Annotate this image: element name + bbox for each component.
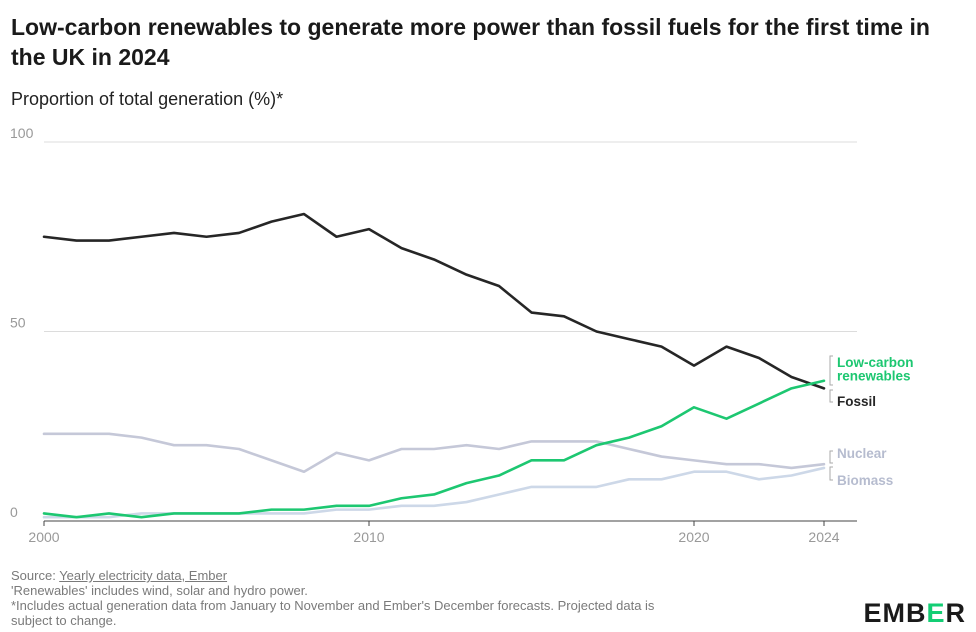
series-label-biomass: Biomass	[837, 473, 893, 488]
x-tick-label-2020: 2020	[678, 529, 709, 545]
series-line-low-carbon-renewables	[42, 379, 826, 519]
source-note: Source: Yearly electricity data, Ember	[11, 568, 811, 583]
series-line-fossil	[42, 212, 826, 390]
label-bracket-biomass	[829, 466, 833, 481]
label-bracket-fossil	[829, 389, 833, 403]
series-label-low-carbon-renewables: Low-carbon renewables	[837, 355, 914, 384]
x-tick-label-2000: 2000	[28, 529, 59, 545]
label-bracket-nuclear	[829, 450, 833, 464]
series-line-biomass	[42, 466, 826, 519]
y-tick-label-50: 50	[10, 315, 26, 331]
series-label-fossil: Fossil	[837, 394, 876, 409]
projection-note-cont: subject to change.	[11, 613, 117, 628]
series-label-nuclear: Nuclear	[837, 446, 887, 461]
projection-note: *Includes actual generation data from Ja…	[11, 598, 655, 613]
source-link[interactable]: Yearly electricity data, Ember	[59, 568, 228, 583]
chart-subtitle: Proportion of total generation (%)*	[11, 89, 284, 109]
series-line-nuclear	[42, 432, 826, 474]
ember-logo: EMBER	[863, 598, 966, 628]
chart-notes: Source: Yearly electricity data, Ember '…	[11, 568, 811, 628]
label-bracket-low-carbon-renewables	[829, 355, 833, 386]
source-prefix: Source:	[11, 568, 60, 583]
renewables-note: 'Renewables' includes wind, solar and hy…	[11, 583, 308, 598]
x-tick-label-2010: 2010	[353, 529, 384, 545]
line-chart: 0 50 100 2000 2010 2020 2024 Fossil Low-carbon re…	[10, 125, 914, 545]
y-tick-label-100: 100	[10, 125, 34, 141]
x-tick-label-2024: 2024	[808, 529, 839, 545]
y-tick-label-0: 0	[10, 504, 18, 520]
chart-title: Low-carbon renewables to generate more p…	[11, 14, 930, 70]
